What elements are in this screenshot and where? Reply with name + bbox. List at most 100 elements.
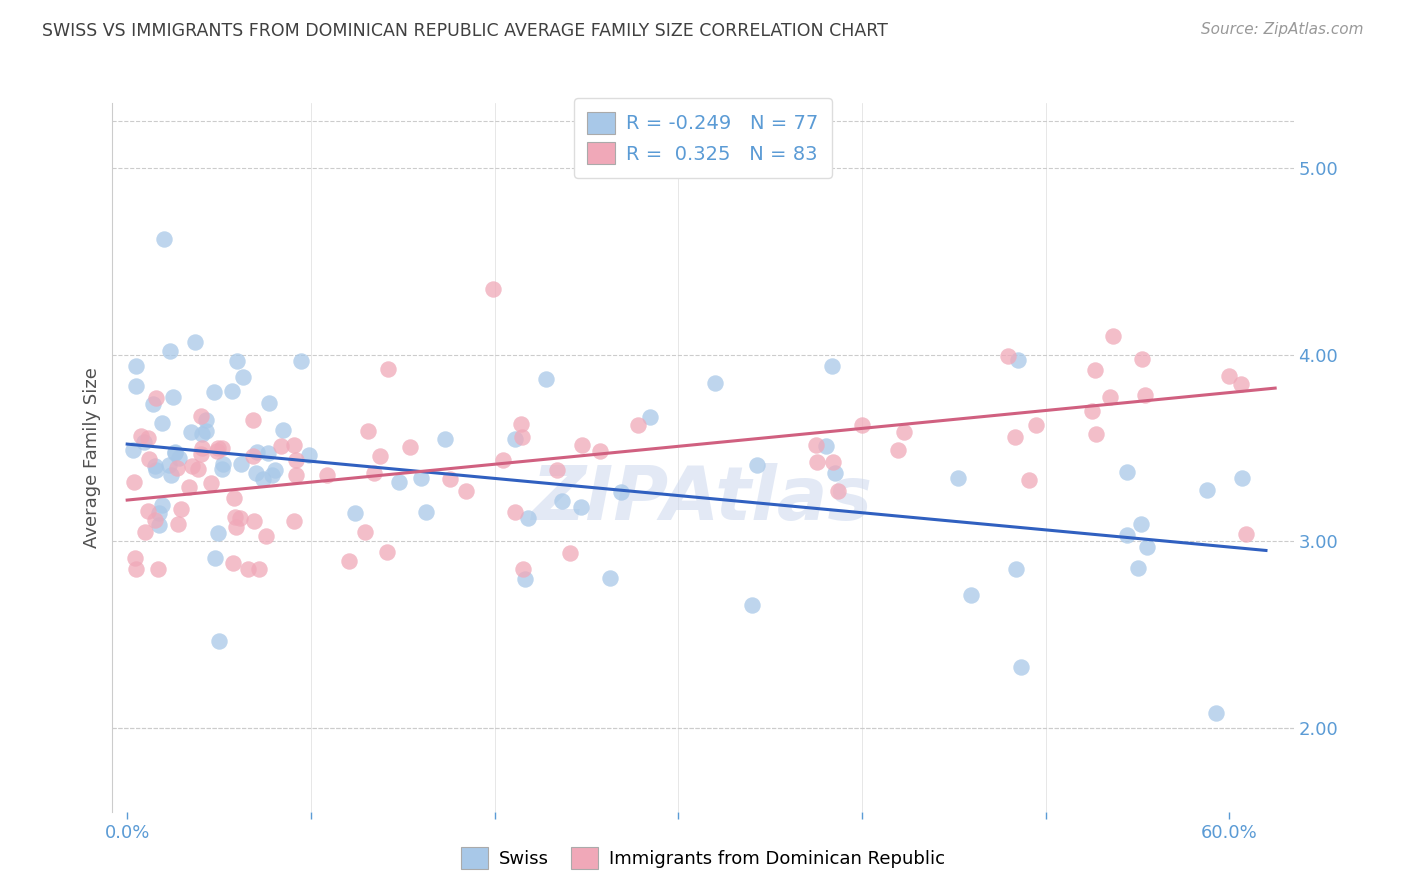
Point xyxy=(1116,528,1139,542)
Point xyxy=(1102,329,1125,343)
Point xyxy=(212,457,235,471)
Point xyxy=(204,551,226,566)
Point xyxy=(560,545,582,559)
Legend: Swiss, Immigrants from Dominican Republic: Swiss, Immigrants from Dominican Republi… xyxy=(453,838,953,879)
Point xyxy=(148,562,170,576)
Point xyxy=(254,529,277,543)
Point xyxy=(1007,353,1029,368)
Point xyxy=(222,557,245,571)
Point xyxy=(1025,417,1047,432)
Point xyxy=(1085,426,1108,441)
Point xyxy=(1218,369,1240,384)
Point xyxy=(166,460,188,475)
Point xyxy=(887,442,910,457)
Point xyxy=(551,494,574,508)
Point xyxy=(823,455,845,469)
Point xyxy=(827,484,849,499)
Point xyxy=(627,418,650,433)
Point xyxy=(157,458,180,472)
Point xyxy=(1115,465,1137,479)
Point xyxy=(1195,483,1218,498)
Point xyxy=(187,462,209,476)
Point xyxy=(344,506,367,520)
Point xyxy=(124,475,146,489)
Point xyxy=(546,463,568,477)
Point xyxy=(143,458,166,473)
Point xyxy=(124,562,146,576)
Point xyxy=(409,471,432,485)
Point xyxy=(252,472,274,486)
Point xyxy=(202,385,225,400)
Point xyxy=(221,384,243,398)
Point xyxy=(247,562,270,576)
Point xyxy=(257,395,280,409)
Point xyxy=(159,344,181,359)
Point xyxy=(180,425,202,439)
Point xyxy=(170,502,193,516)
Point xyxy=(456,483,478,498)
Point xyxy=(1230,471,1253,485)
Point xyxy=(211,441,233,455)
Text: ZIPAtlas: ZIPAtlas xyxy=(533,463,873,536)
Point xyxy=(153,232,176,246)
Point xyxy=(510,430,533,444)
Point xyxy=(138,452,160,467)
Point xyxy=(285,468,308,483)
Point xyxy=(124,551,146,566)
Point xyxy=(589,443,612,458)
Point xyxy=(353,524,375,539)
Point xyxy=(145,463,167,477)
Point xyxy=(439,472,461,486)
Point xyxy=(1004,562,1026,576)
Point xyxy=(433,433,456,447)
Point xyxy=(1098,390,1121,404)
Point xyxy=(238,562,260,576)
Point xyxy=(136,431,159,445)
Point xyxy=(184,334,207,349)
Point xyxy=(503,432,526,446)
Point xyxy=(821,359,844,373)
Point xyxy=(229,511,252,525)
Point xyxy=(315,468,337,483)
Point xyxy=(194,424,217,438)
Text: Source: ZipAtlas.com: Source: ZipAtlas.com xyxy=(1201,22,1364,37)
Point xyxy=(129,429,152,443)
Point xyxy=(229,457,252,471)
Point xyxy=(946,471,969,485)
Point xyxy=(1136,540,1159,554)
Point xyxy=(569,500,592,514)
Point xyxy=(148,506,170,520)
Point xyxy=(806,455,828,469)
Point xyxy=(851,417,873,432)
Point xyxy=(283,514,305,528)
Point xyxy=(138,504,160,518)
Point xyxy=(283,437,305,451)
Point xyxy=(143,513,166,527)
Point xyxy=(190,447,212,461)
Point xyxy=(482,282,505,296)
Point xyxy=(142,397,165,411)
Point xyxy=(337,554,360,568)
Point xyxy=(163,445,186,459)
Point xyxy=(357,424,380,438)
Point xyxy=(125,359,148,373)
Point xyxy=(1010,660,1032,674)
Point xyxy=(298,448,321,462)
Point xyxy=(125,379,148,393)
Point xyxy=(290,353,312,368)
Point xyxy=(167,450,190,465)
Point xyxy=(1126,561,1149,575)
Point xyxy=(534,372,557,386)
Point xyxy=(640,410,662,425)
Point xyxy=(150,417,173,431)
Point xyxy=(200,476,222,491)
Point xyxy=(571,438,593,452)
Point xyxy=(377,361,399,376)
Point xyxy=(195,413,218,427)
Point xyxy=(363,467,385,481)
Text: SWISS VS IMMIGRANTS FROM DOMINICAN REPUBLIC AVERAGE FAMILY SIZE CORRELATION CHAR: SWISS VS IMMIGRANTS FROM DOMINICAN REPUB… xyxy=(42,22,889,40)
Point xyxy=(257,446,280,460)
Point xyxy=(270,439,292,453)
Point xyxy=(232,370,254,384)
Point xyxy=(399,440,422,454)
